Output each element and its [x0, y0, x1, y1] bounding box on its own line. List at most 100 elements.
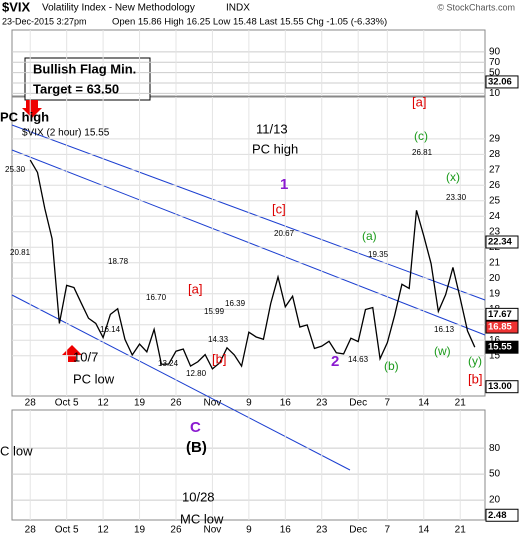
annotation: 16.14	[100, 325, 121, 334]
annotation: [b]	[212, 351, 226, 366]
annotation: 13.24	[158, 359, 179, 368]
y-tick-label: 21	[489, 257, 501, 268]
value-box-label: 32.06	[488, 76, 512, 87]
x-tick-label: 14	[418, 525, 430, 536]
y-tick-label: 28	[489, 149, 501, 160]
annotation: 10/7	[73, 349, 98, 364]
x-tick-label: 9	[246, 525, 252, 536]
y-tick-label: 27	[489, 164, 501, 175]
annotation: Target = 63.50	[33, 81, 119, 96]
annotation: (w)	[434, 344, 451, 358]
value-box	[485, 340, 519, 354]
annotation: [b]	[468, 371, 482, 386]
annotation: 25.30	[5, 165, 26, 174]
annotation: 12.80	[186, 369, 207, 378]
x-tick-label: 14	[418, 398, 430, 409]
annotation: (y)	[468, 354, 482, 368]
annotation: C	[190, 419, 201, 436]
value-box-label: 17.67	[488, 309, 512, 320]
y-tick-label: 50	[489, 67, 501, 78]
annotation: 14.33	[208, 335, 229, 344]
symbol: $VIX	[2, 0, 31, 14]
annotation: [a]	[188, 281, 202, 296]
annotation: PC high	[252, 141, 298, 156]
x-tick-label: 7	[385, 525, 391, 536]
annotation: MC low	[180, 511, 224, 526]
annotation: 14.63	[348, 355, 369, 364]
x-tick-label: 23	[316, 525, 328, 536]
y-tick-label: 50	[489, 469, 501, 480]
annotation: 16.70	[146, 293, 167, 302]
annotation: C low	[0, 443, 33, 458]
x-tick-label: Dec	[349, 398, 367, 409]
annotation: (c)	[414, 129, 428, 143]
x-tick-label: 16	[280, 525, 292, 536]
price-line	[29, 159, 476, 370]
x-tick-label: 12	[98, 525, 110, 536]
y-tick-label: 70	[489, 57, 501, 68]
arrow-up	[62, 345, 82, 362]
annotation: (B)	[186, 439, 207, 456]
y-tick-label: 10	[489, 88, 501, 99]
value-box	[485, 235, 519, 249]
annotation: 16.13	[434, 325, 455, 334]
y-tick-label: 80	[489, 443, 501, 454]
credit: © StockCharts.com	[437, 2, 515, 12]
annotation: 11/13	[256, 121, 288, 136]
annotation: 18.78	[108, 257, 129, 266]
annotation: Bullish Flag Min.	[33, 61, 136, 76]
legend: $VIX (2 hour) 15.55	[22, 128, 110, 139]
value-box-label: 22.34	[488, 237, 512, 248]
y-tick-label: 15	[489, 350, 501, 361]
index-name: Volatility Index - New Methodology	[42, 3, 195, 14]
x-tick-label: Nov	[204, 525, 222, 536]
value-box	[485, 320, 519, 334]
x-tick-label: 12	[98, 398, 110, 409]
exchange: INDX	[226, 3, 250, 14]
value-box	[485, 75, 519, 89]
annotation: [a]	[412, 94, 426, 109]
annotation: [c]	[272, 201, 286, 216]
annotation: 20.81	[10, 248, 31, 257]
x-tick-label: 19	[134, 398, 146, 409]
x-tick-label: 28	[25, 525, 37, 536]
annotation: 15.99	[204, 307, 225, 316]
annotation: 26.81	[412, 148, 433, 157]
x-tick-label: 19	[134, 525, 146, 536]
y-tick-label: 20	[489, 273, 501, 284]
value-box-label: 13.00	[488, 381, 512, 392]
x-tick-label: 28	[25, 398, 37, 409]
annotation: (x)	[446, 170, 460, 184]
channel-line	[11, 294, 351, 471]
quote: Open 15.86 High 16.25 Low 15.48 Last 15.…	[112, 17, 387, 28]
x-tick-label: 16	[280, 398, 292, 409]
annotation: PC high	[0, 109, 49, 124]
value-box-label: 15.55	[488, 342, 512, 353]
value-box-label: 16.85	[488, 322, 512, 333]
annotation: 16.39	[225, 299, 246, 308]
annotation: 1	[280, 176, 288, 193]
y-tick-label: 16	[489, 335, 501, 346]
x-tick-label: 7	[385, 398, 391, 409]
y-tick-label: 26	[489, 180, 501, 191]
x-tick-label: 26	[170, 398, 182, 409]
x-tick-label: 26	[170, 525, 182, 536]
annotation: (b)	[384, 359, 399, 373]
annotation: 2	[331, 353, 339, 370]
arrow-down	[22, 100, 42, 118]
value-box	[485, 508, 519, 522]
y-tick-label: 24	[489, 211, 501, 222]
y-tick-label: 90	[489, 46, 501, 57]
value-box-label: 2.48	[488, 510, 507, 521]
x-tick-label: 9	[246, 398, 252, 409]
annotation: 10/28	[182, 489, 215, 504]
x-tick-label: 23	[316, 398, 328, 409]
value-box	[485, 307, 519, 321]
annotation: 20.67	[274, 229, 295, 238]
y-tick-label: 23	[489, 226, 501, 237]
annotation: 23.30	[446, 193, 467, 202]
annotation: 19.35	[368, 250, 389, 259]
x-tick-label: Oct 5	[55, 398, 79, 409]
annotation: (a)	[362, 229, 377, 243]
